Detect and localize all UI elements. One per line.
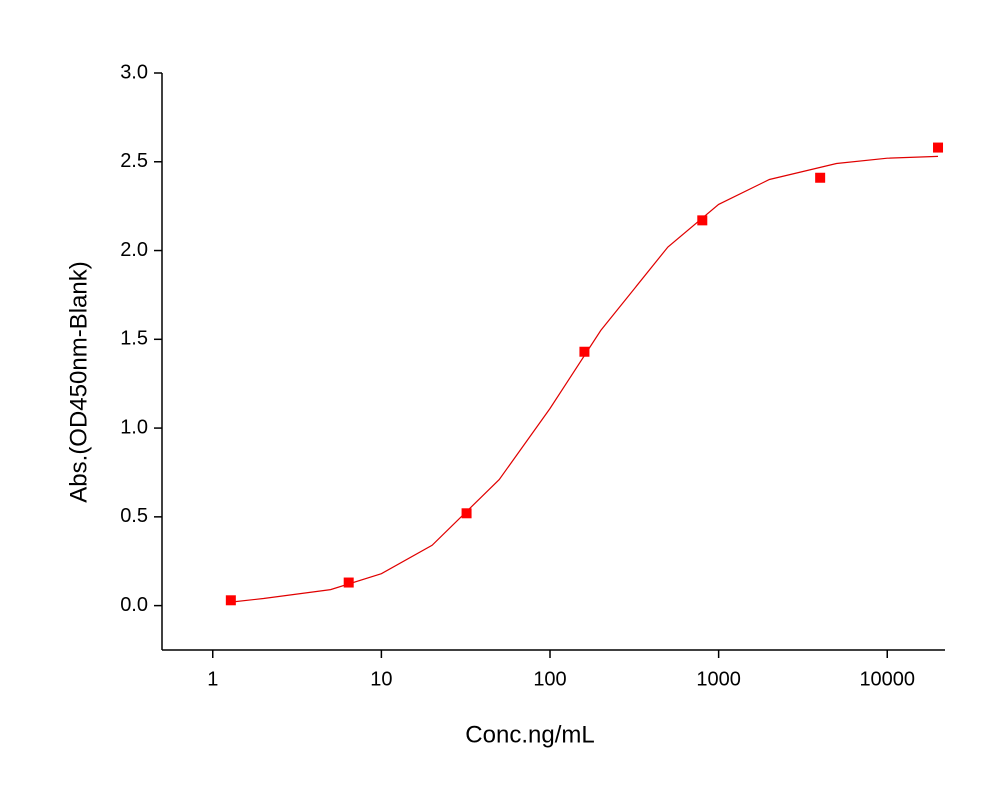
y-tick-label: 1.0 [120,416,148,438]
data-point [815,172,826,183]
y-tick-label: 3.0 [120,61,148,83]
data-point [343,577,354,588]
data-point [225,595,236,606]
x-tick-label: 1000 [696,668,741,690]
fit-curve [230,155,939,603]
data-point [697,215,708,226]
y-tick-label: 2.5 [120,150,148,172]
x-tick-label: 10000 [859,668,915,690]
x-axis-label: Conc.ng/mL [465,721,594,748]
data-point [933,142,944,153]
data-point [579,346,590,357]
x-tick-label: 10 [370,668,392,690]
x-tick-label: 100 [533,668,566,690]
data-point [461,508,472,519]
y-tick-label: 0.5 [120,505,148,527]
y-tick-label: 0.0 [120,594,148,616]
x-tick-label: 1 [207,668,218,690]
y-axis-label: Abs.(OD450nm-Blank) [65,261,92,502]
y-tick-label: 2.0 [120,239,148,261]
y-tick-label: 1.5 [120,328,148,350]
